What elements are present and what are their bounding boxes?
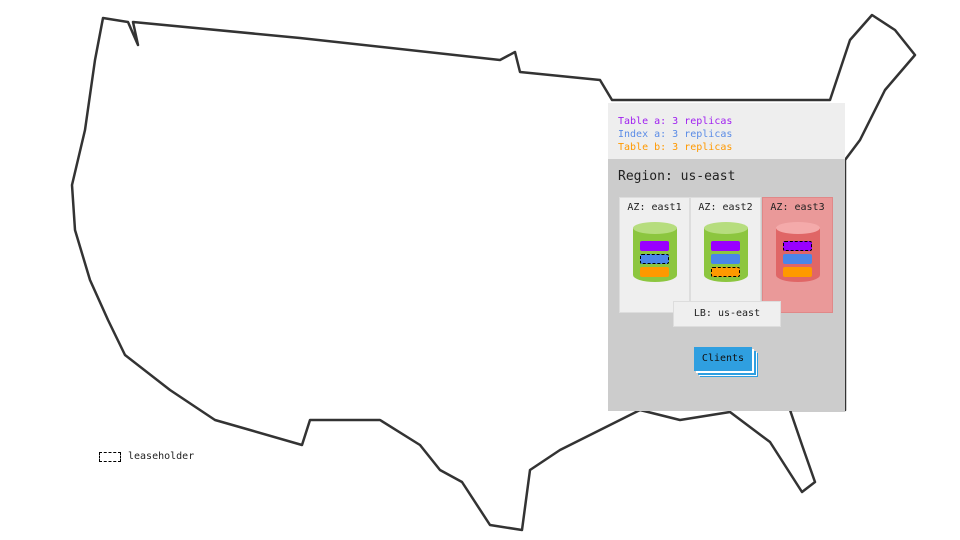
zone-label: AZ: east3: [770, 202, 825, 213]
replica-index-a: [783, 254, 812, 264]
zone-east2: AZ: east2: [690, 197, 761, 313]
replica-index-a: [711, 254, 740, 264]
zone-east1: AZ: east1: [619, 197, 690, 313]
replica-table-a: [711, 241, 740, 251]
zone-label: AZ: east2: [698, 202, 753, 213]
replica-table-b: [783, 267, 812, 277]
legend-index-a: Index a: 3 replicas: [618, 129, 733, 140]
leaseholder-key-icon: [99, 452, 121, 462]
database-node-icon: [704, 222, 748, 288]
replica-table-b: [640, 267, 669, 277]
replica-table-a: [640, 241, 669, 251]
zone-label: AZ: east1: [627, 202, 682, 213]
clients: Clients: [694, 347, 752, 371]
database-node-icon: [776, 222, 820, 288]
replica-table-b-leaseholder: [711, 267, 740, 277]
replica-table-a-leaseholder: [783, 241, 812, 251]
replica-legend: Table a: 3 replicas Index a: 3 replicas …: [608, 103, 845, 159]
database-node-icon: [633, 222, 677, 288]
load-balancer: LB: us-east: [673, 301, 781, 327]
legend-table-a: Table a: 3 replicas: [618, 116, 733, 127]
leaseholder-key-label: leaseholder: [128, 451, 195, 462]
zone-east3-failed: AZ: east3: [762, 197, 833, 313]
legend-table-b: Table b: 3 replicas: [618, 142, 733, 153]
region-us-east: Region: us-east AZ: east1 AZ: east2 AZ: …: [608, 159, 845, 411]
region-title: Region: us-east: [618, 169, 736, 184]
replica-index-a-leaseholder: [640, 254, 669, 264]
